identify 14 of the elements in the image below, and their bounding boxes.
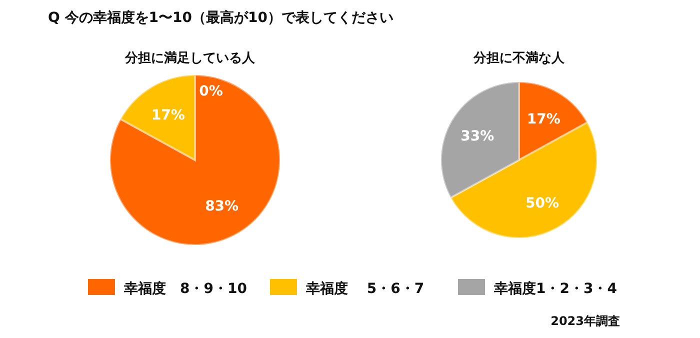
data-label: 50% <box>526 195 560 212</box>
pie-slice <box>109 74 281 246</box>
legend-label: 幸福度 5・6・7 <box>305 280 424 297</box>
data-label: 33% <box>460 128 494 144</box>
chart-title: 分担に不満な人 <box>472 51 566 66</box>
text: 2023年調査 <box>550 314 620 328</box>
text: 0% <box>199 83 223 100</box>
data-label: 17% <box>151 108 185 124</box>
data-label: 83% <box>205 198 239 214</box>
text: Q 今の幸福度を1〜10（最高が10）で表してください <box>48 9 394 26</box>
legend-label: 幸福度 8・9・10 <box>123 280 248 297</box>
data-label: 17% <box>526 111 560 128</box>
legend-label: 幸福度1・2・3・4 <box>493 280 618 297</box>
chart-title: 分担に満足している人 <box>124 51 256 66</box>
